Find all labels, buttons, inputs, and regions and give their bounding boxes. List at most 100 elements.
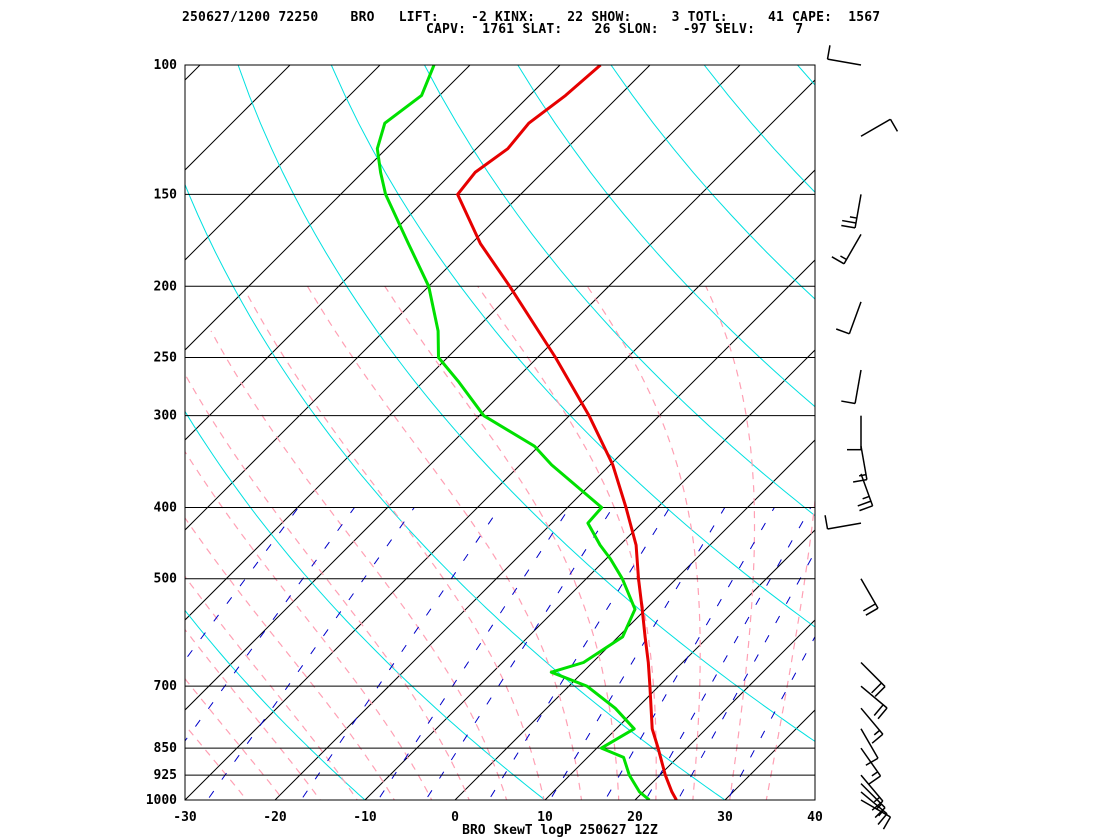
- wind-barb-flag: [857, 500, 872, 507]
- dry-adiabat-line: [185, 609, 366, 800]
- wind-barb-flag: [841, 400, 856, 405]
- temperature-tick-label: -30: [173, 810, 197, 825]
- isotherm-line: [185, 65, 471, 351]
- pressure-tick-label: 850: [154, 741, 178, 756]
- dewpoint-trace: [375, 65, 651, 800]
- plot-frame: [184, 64, 816, 801]
- wind-barb: [860, 707, 884, 744]
- moist-adiabat-line: [185, 677, 285, 800]
- wind-barb-half-flag: [876, 803, 883, 810]
- isotherm-line: [634, 619, 815, 800]
- wind-barb-half-flag: [849, 216, 857, 219]
- isotherm-line: [0, 65, 110, 800]
- dry-adiabat-line: [424, 65, 815, 517]
- wind-barb-flag: [835, 328, 850, 335]
- pressure-tick-label: 925: [154, 768, 177, 783]
- wind-barb-flag: [868, 775, 881, 785]
- dry-adiabat-line: [703, 65, 815, 193]
- dry-adiabat-line: [237, 65, 815, 742]
- wind-barb-flag: [842, 219, 857, 224]
- wind-barb-flag: [871, 800, 884, 811]
- mixing-ratio-line: [185, 507, 299, 661]
- dry-adiabat-line: [185, 183, 726, 800]
- isotherm-line: [185, 65, 291, 171]
- wind-barb: [860, 118, 899, 137]
- mixing-ratio-line: [677, 550, 815, 800]
- mixing-ratio-line: [300, 507, 501, 800]
- isobar-lines: [185, 64, 815, 801]
- pressure-tick-label: 300: [154, 409, 178, 424]
- isotherm-line: [185, 65, 381, 261]
- temperature-tick-label: -20: [263, 810, 287, 825]
- wind-barb-half-flag: [878, 810, 884, 817]
- moist-adiabat-line: [210, 330, 508, 800]
- wind-barb-flag: [877, 813, 888, 825]
- dry-adiabat-line: [891, 65, 1120, 816]
- background-lines: [0, 65, 1120, 816]
- wind-barb-flag: [889, 118, 899, 132]
- wind-barb-flag: [824, 515, 829, 530]
- isotherm-line: [274, 259, 815, 800]
- isotherm-line: [185, 169, 815, 800]
- wind-barb-flag: [841, 224, 856, 229]
- isotherm-line: [185, 65, 651, 531]
- temperature-tick-label: 10: [537, 810, 553, 825]
- isotherm-line: [454, 439, 815, 800]
- wind-barb-half-flag: [871, 771, 879, 777]
- pressure-tick-label: 1000: [146, 793, 177, 808]
- dry-adiabat-line: [185, 799, 186, 800]
- temperature-tick-label: 40: [807, 810, 823, 825]
- wind-barb-flag: [874, 807, 886, 819]
- mixing-ratio-line: [645, 507, 812, 800]
- pressure-tick-label: 200: [154, 279, 178, 294]
- wind-barb-shaft: [854, 194, 862, 229]
- wind-barb-half-flag: [862, 495, 870, 500]
- wind-barb-flag: [852, 478, 868, 483]
- moist-adiabat-line: [185, 450, 433, 800]
- wind-barb: [860, 685, 888, 720]
- wind-barb-shaft: [860, 728, 879, 759]
- wind-barb-flag: [871, 682, 883, 694]
- wind-barbs: [824, 45, 899, 830]
- wind-barb-shaft: [860, 118, 891, 137]
- temperature-tick-label: 20: [627, 810, 643, 825]
- wind-barb-shaft: [827, 522, 862, 530]
- wind-barb-shaft: [848, 301, 862, 335]
- pressure-tick-labels: 100 150 200 250 300 400 500 700 850 925 1000: [146, 58, 177, 808]
- wind-barb: [857, 473, 874, 512]
- wind-barb-flag: [865, 757, 879, 766]
- wind-barb-flag: [874, 686, 886, 697]
- isotherm-line: [185, 65, 741, 621]
- dry-adiabat-line: [330, 65, 815, 628]
- moist-adiabat-line: [477, 285, 657, 800]
- temperature-tick-label: -10: [353, 810, 377, 825]
- wind-barb: [847, 415, 862, 451]
- wind-barb-half-flag: [873, 729, 881, 736]
- wind-barb-flag: [865, 607, 879, 616]
- wind-barb-flag: [877, 707, 888, 720]
- wind-barb: [860, 728, 879, 766]
- wind-barb: [841, 194, 862, 229]
- isotherm-line: [364, 349, 815, 800]
- wind-barb: [860, 578, 879, 616]
- temperature-tick-label: 30: [717, 810, 733, 825]
- wind-barb: [824, 515, 862, 530]
- sounding-traces: [375, 65, 678, 800]
- isotherm-line: [724, 709, 815, 800]
- wind-barb-shaft: [860, 774, 884, 802]
- pressure-tick-label: 250: [154, 350, 178, 365]
- wind-barb: [826, 45, 862, 66]
- mixing-ratio-line: [206, 507, 415, 800]
- mixing-ratio-line: [377, 507, 570, 800]
- wind-barb-flag: [873, 704, 884, 716]
- wind-barb-half-flag: [840, 255, 847, 261]
- wind-barb-shaft: [860, 578, 879, 609]
- moist-adiabat-line: [185, 575, 358, 800]
- pressure-tick-label: 100: [154, 58, 178, 73]
- wind-barb-shaft: [860, 445, 868, 480]
- wind-barb-flag: [826, 45, 831, 60]
- wind-barb-shaft: [827, 58, 862, 66]
- dry-adiabat-line: [610, 65, 815, 300]
